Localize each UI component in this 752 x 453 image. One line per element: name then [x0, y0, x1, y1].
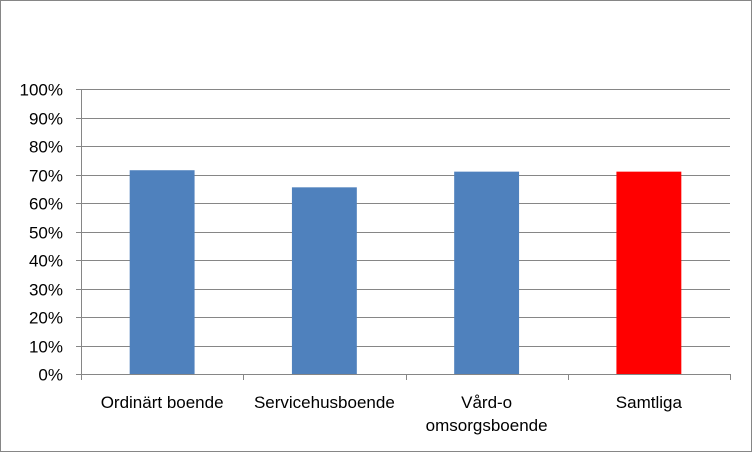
bars [129, 170, 682, 374]
y-tick-label: 0% [38, 366, 63, 385]
x-category-label: Vård-o [461, 393, 512, 412]
x-category-label: omsorgsboende [426, 416, 548, 435]
axes [76, 89, 731, 380]
y-axis-tick-labels: 0% 10% 20% 30% 40% 50% 60% 70% 80% 90% 100% [20, 81, 63, 385]
bar-1 [291, 187, 357, 374]
y-tick-label: 30% [29, 281, 63, 300]
x-category-label: Samtliga [616, 393, 683, 412]
bar-0 [129, 170, 195, 374]
x-category-label: Servicehusboende [254, 393, 395, 412]
y-tick-label: 60% [29, 195, 63, 214]
y-tick-label: 20% [29, 309, 63, 328]
bar-2 [454, 171, 520, 374]
y-tick-label: 100% [20, 81, 63, 100]
y-tick-label: 70% [29, 167, 63, 186]
y-tick-label: 90% [29, 110, 63, 129]
y-tick-label: 80% [29, 138, 63, 157]
y-tick-label: 10% [29, 338, 63, 357]
y-tick-label: 40% [29, 252, 63, 271]
bar-3 [616, 171, 682, 374]
x-axis-category-labels: Ordinärt boende Servicehusboende Vård-o oms… [101, 393, 683, 435]
x-category-label: Ordinärt boende [101, 393, 224, 412]
y-tick-label: 50% [29, 224, 63, 243]
